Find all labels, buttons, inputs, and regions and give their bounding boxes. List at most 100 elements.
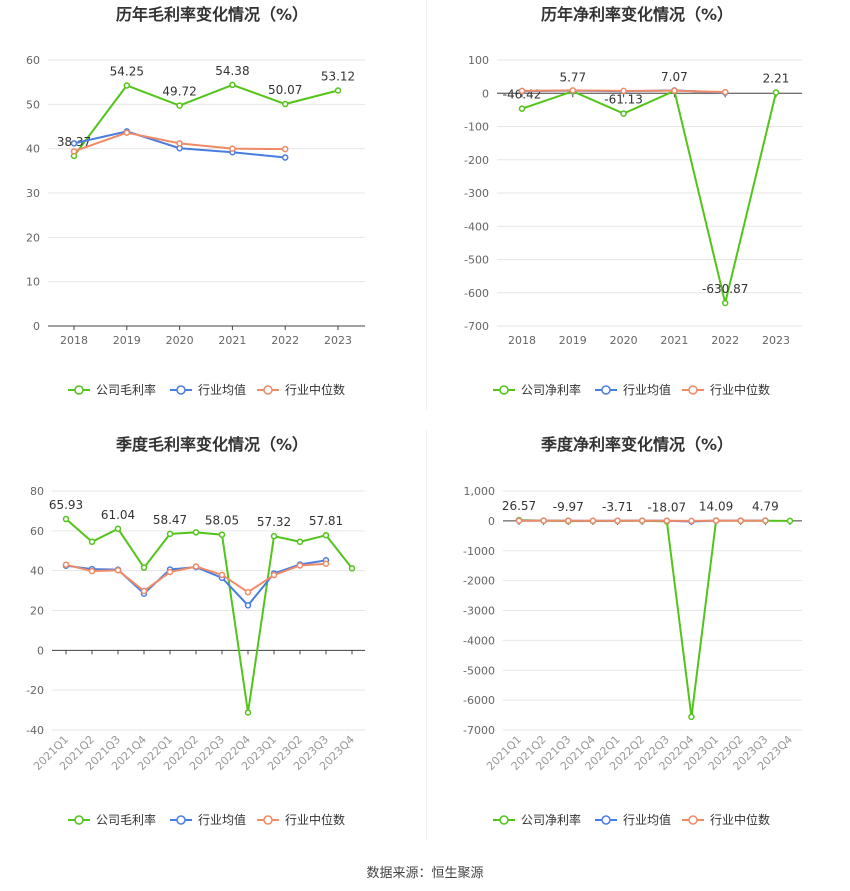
series-line	[518, 519, 791, 717]
legend-label: 公司毛利率	[96, 382, 156, 397]
data-label: -630.87	[702, 282, 748, 296]
legend-label: 行业中位数	[285, 382, 345, 397]
data-label: 54.25	[110, 64, 144, 78]
y-tick-label: -4000	[463, 634, 495, 647]
data-label: 5.77	[559, 70, 586, 84]
data-point	[229, 145, 236, 152]
y-tick-label: -7000	[463, 724, 495, 737]
panel-divider-top	[426, 0, 427, 410]
data-point	[176, 140, 183, 147]
x-tick-label: 2019	[113, 334, 141, 347]
data-point	[671, 87, 678, 94]
legend-marker	[601, 815, 611, 825]
data-point	[663, 517, 671, 524]
data-point	[712, 517, 720, 524]
y-tick-label: -6000	[463, 694, 495, 707]
chart-title: 历年毛利率变化情况（%）	[116, 5, 308, 24]
data-point	[296, 538, 304, 546]
data-point	[244, 602, 252, 609]
data-label: 14.09	[699, 499, 733, 513]
data-point	[334, 87, 342, 94]
legend-marker	[499, 385, 509, 395]
x-tick-label: 2021	[218, 334, 246, 347]
data-point	[270, 532, 278, 540]
data-point	[296, 562, 304, 569]
data-point	[589, 517, 597, 525]
data-point	[540, 517, 547, 524]
y-tick-label: -100	[464, 121, 489, 134]
data-point	[620, 110, 627, 117]
legend-marker	[176, 385, 186, 395]
chart-annual-gross-margin: 历年毛利率变化情况（%） 0 10 20 30 40 50 60 2018 2019 2020 202…	[26, 5, 365, 397]
series-line	[521, 89, 777, 304]
data-point	[762, 517, 769, 524]
data-point	[229, 81, 236, 89]
data-point	[114, 525, 122, 533]
legend-label: 行业中位数	[710, 382, 770, 397]
chart-panel-quarterly-net-margin: 季度净利率变化情况（%） -7000 -6000 -5000 -4000 -3000 -20…	[425, 430, 850, 860]
x-tick-label: 2018	[60, 334, 88, 347]
data-point	[140, 564, 148, 571]
data-point	[70, 148, 78, 155]
x-tick-label: 2020	[166, 334, 194, 347]
legend-label: 行业均值	[198, 812, 246, 827]
x-tick-label: 2023	[762, 334, 790, 347]
legend-label: 公司净利率	[521, 812, 581, 827]
data-point	[70, 140, 78, 147]
x-tick-label: 2022	[711, 334, 739, 347]
y-tick-label: 50	[26, 98, 40, 111]
y-tick-label: 40	[26, 143, 40, 156]
data-label: 58.05	[205, 514, 239, 528]
chart-quarterly-net-margin: 季度净利率变化情况（%） -7000 -6000 -5000 -4000 -3000 -20…	[463, 435, 802, 827]
data-label: 2.21	[763, 72, 790, 86]
data-point	[244, 588, 252, 596]
data-point	[322, 531, 330, 539]
x-tick-label: 2020	[610, 334, 638, 347]
data-point	[688, 713, 695, 721]
data-label: 50.07	[268, 83, 302, 97]
data-point	[737, 517, 744, 524]
data-point	[322, 560, 330, 567]
data-point	[88, 567, 96, 575]
x-tick-label: 2023	[324, 334, 352, 347]
y-tick-label: 80	[30, 485, 44, 498]
y-tick-label: -40	[26, 724, 44, 737]
data-label: 57.81	[309, 514, 343, 528]
x-tick-label: 2022	[271, 334, 299, 347]
data-point	[620, 87, 627, 95]
data-point	[166, 568, 174, 576]
data-label: 65.93	[49, 498, 83, 512]
data-point	[515, 517, 523, 524]
y-tick-label: 20	[26, 231, 40, 244]
y-tick-label: -1000	[463, 545, 495, 558]
x-tick-label: 2021	[660, 334, 688, 347]
data-point	[62, 515, 70, 523]
chart-title: 季度净利率变化情况（%）	[540, 435, 733, 454]
data-label: 61.04	[101, 508, 135, 522]
panel-divider-bottom	[426, 430, 427, 840]
y-tick-label: 0	[482, 87, 489, 100]
y-tick-label: -200	[464, 154, 489, 167]
chart-panel-quarterly-gross-margin: 季度毛利率变化情况（%） -40 -20 0 20 40 60 80 2021Q1 2021Q2 2…	[0, 430, 425, 860]
data-point	[62, 561, 70, 568]
y-tick-label: 60	[30, 525, 44, 538]
y-tick-label: -400	[464, 220, 489, 233]
data-point	[123, 129, 131, 136]
legend-marker	[688, 815, 698, 825]
y-tick-label: -500	[464, 254, 489, 267]
y-tick-label: 0	[488, 515, 495, 528]
y-tick-label: 20	[30, 605, 44, 618]
y-tick-label: 0	[37, 644, 44, 657]
chart-panel-annual-gross-margin: 历年毛利率变化情况（%） 0 10 20 30 40 50 60 2018 2019 2020 202…	[0, 0, 425, 430]
data-point	[176, 102, 183, 109]
data-label: -9.97	[553, 500, 584, 514]
data-point	[166, 530, 174, 538]
y-tick-label: -300	[464, 187, 489, 200]
data-label: 4.79	[752, 500, 779, 514]
legend-label: 公司毛利率	[96, 812, 156, 827]
legend-marker	[499, 815, 509, 825]
data-point	[281, 100, 289, 108]
legend-marker	[74, 815, 84, 825]
data-point	[614, 517, 621, 524]
data-label: 58.47	[153, 513, 187, 527]
